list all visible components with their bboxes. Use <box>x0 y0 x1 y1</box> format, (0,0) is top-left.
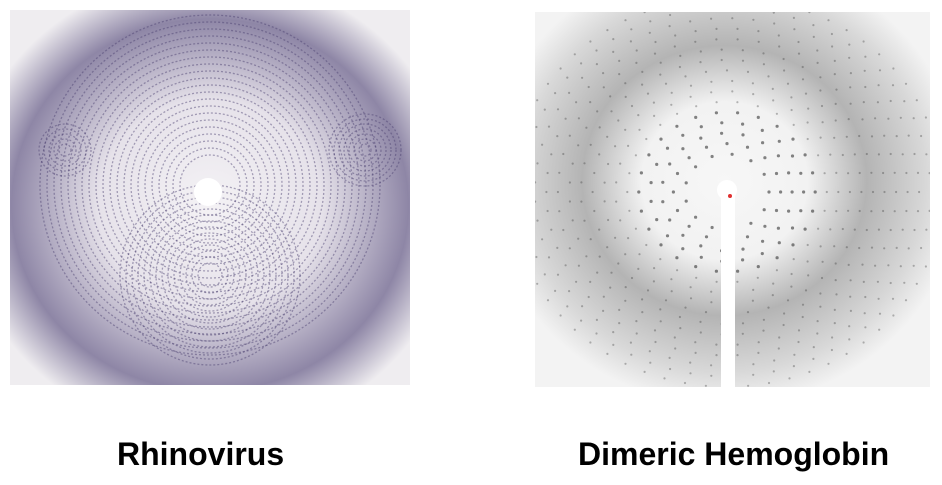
rhinovirus-diffraction-image <box>10 10 410 385</box>
hemoglobin-caption: Dimeric Hemoglobin <box>578 436 890 472</box>
rhinovirus-diffraction-pattern <box>10 10 410 385</box>
hemoglobin-diffraction-pattern <box>535 12 930 387</box>
hemoglobin-diffraction-image <box>535 12 930 387</box>
rhinovirus-caption: Rhinovirus <box>117 436 285 472</box>
